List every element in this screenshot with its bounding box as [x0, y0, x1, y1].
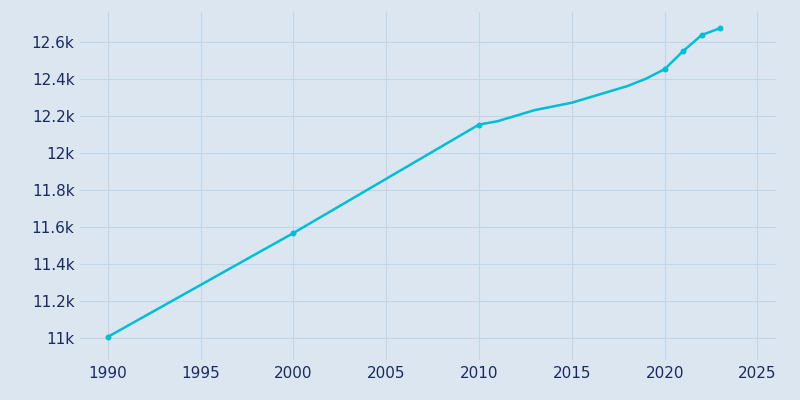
Point: [695, 32, 708, 38]
Point: [658, 66, 671, 72]
Point: [287, 230, 300, 236]
Point: [677, 48, 690, 54]
Point: [102, 334, 114, 340]
Point: [473, 121, 486, 128]
Point: [714, 25, 726, 31]
